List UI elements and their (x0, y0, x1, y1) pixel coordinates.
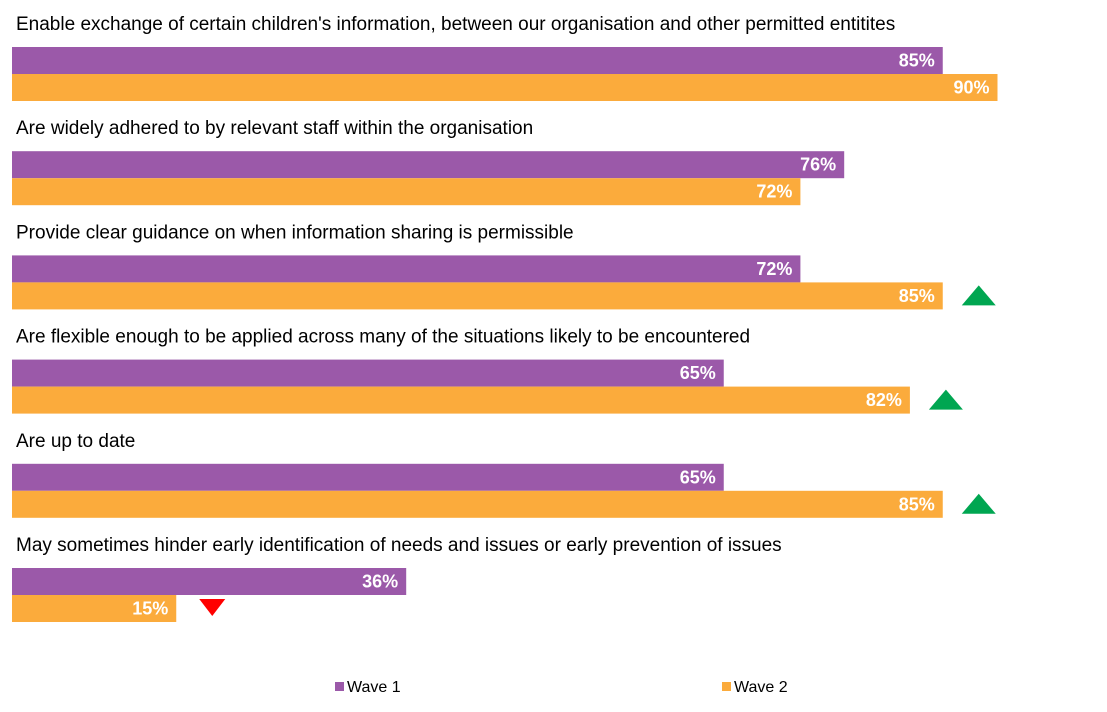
up-arrow-icon (961, 285, 996, 306)
bar-wave-2 (12, 282, 943, 310)
category-label: Are up to date (16, 431, 135, 452)
legend-swatch (722, 682, 731, 691)
up-arrow-icon (928, 389, 963, 410)
bar-wave-2 (12, 490, 943, 518)
category-labels: Enable exchange of certain children's in… (16, 14, 895, 556)
data-label: 85% (899, 51, 935, 71)
data-label: 72% (756, 182, 792, 202)
data-label: 15% (132, 599, 168, 619)
bar-wave-2 (12, 74, 998, 101)
bar-wave-2 (12, 386, 910, 414)
down-arrow-icon (199, 599, 226, 616)
change-markers (199, 285, 996, 616)
bar-wave-1 (12, 463, 724, 491)
data-label: 90% (953, 78, 989, 98)
category-label: Are flexible enough to be applied across… (16, 327, 750, 348)
legend: Wave 1 Wave 2 (335, 679, 788, 696)
data-label: 36% (362, 572, 398, 592)
data-label: 85% (899, 494, 935, 514)
category-label: Enable exchange of certain children's in… (16, 14, 895, 35)
legend-swatch (335, 682, 344, 691)
data-label: 82% (866, 390, 902, 410)
bar-wave-1 (12, 47, 943, 74)
data-label: 72% (756, 259, 792, 279)
value-labels: 85% 90% 76% 72% 72% 85% 65% 82% 65% 85% 36% 15% (132, 51, 989, 619)
bar-wave-1 (12, 568, 407, 595)
bars (12, 47, 998, 622)
category-label: Provide clear guidance on when informati… (16, 222, 574, 243)
data-label: 65% (680, 467, 716, 487)
data-label: 76% (800, 155, 836, 175)
category-label: Are widely adhered to by relevant staff … (16, 118, 533, 139)
bar-wave-1 (12, 151, 845, 179)
data-label: 85% (899, 286, 935, 306)
bar-wave-2 (12, 178, 801, 206)
data-label: 65% (680, 363, 716, 383)
legend-entry: Wave 1 (347, 679, 401, 696)
bar-wave-2 (12, 595, 177, 622)
bar-wave-1 (12, 359, 724, 387)
up-arrow-icon (961, 493, 996, 514)
legend-entry: Wave 2 (734, 679, 788, 696)
bar-wave-1 (12, 255, 801, 283)
category-label: May sometimes hinder early identificatio… (16, 535, 782, 556)
